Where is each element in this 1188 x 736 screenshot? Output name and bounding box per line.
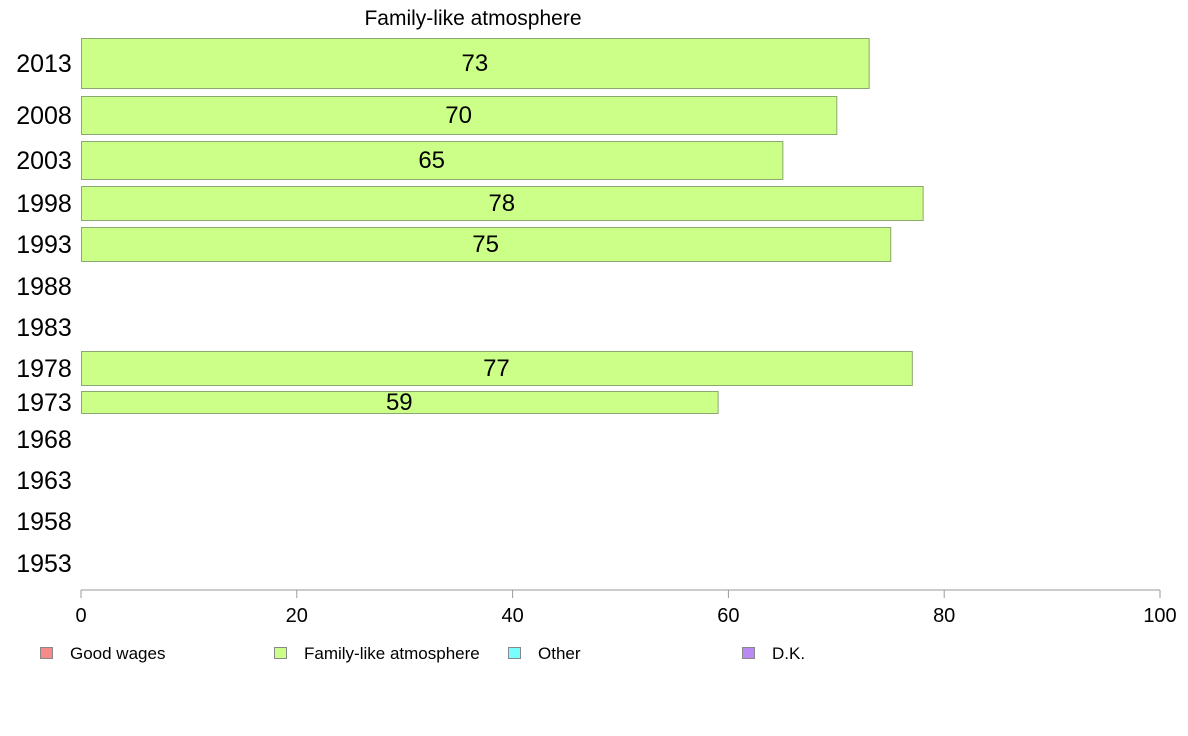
bar-value-label: 73 xyxy=(461,50,488,77)
category-label: 1998 xyxy=(16,190,72,218)
x-tick-label: 20 xyxy=(286,605,308,627)
legend-label: D.K. xyxy=(772,644,805,663)
legend-swatch xyxy=(40,647,53,659)
bar-value-label: 65 xyxy=(418,147,445,174)
category-label: 1988 xyxy=(16,273,72,301)
bar xyxy=(81,141,784,180)
bar xyxy=(81,186,924,221)
category-label: 2008 xyxy=(16,102,72,130)
category-label: 1958 xyxy=(16,508,72,536)
legend-label: Good wages xyxy=(70,644,165,663)
x-tick-label: 0 xyxy=(75,605,86,627)
category-label: 1968 xyxy=(16,426,72,454)
bar xyxy=(81,391,719,414)
bar xyxy=(81,227,892,262)
category-label: 1993 xyxy=(16,231,72,259)
bar-value-label: 70 xyxy=(445,102,472,129)
legend: Good wages Family-like atmosphere Other D.K… xyxy=(40,644,805,663)
bar-value-label: 59 xyxy=(386,389,413,416)
category-label: 2003 xyxy=(16,147,72,175)
legend-swatch xyxy=(274,647,287,659)
x-axis: 0 20 40 60 80 100 xyxy=(75,589,1177,627)
x-tick-label: 80 xyxy=(933,605,955,627)
bar xyxy=(81,96,838,135)
x-tick-label: 100 xyxy=(1143,605,1176,627)
bar-value-label: 77 xyxy=(483,355,510,382)
category-label: 1983 xyxy=(16,314,72,342)
legend-swatch xyxy=(742,647,755,659)
x-tick-label: 60 xyxy=(717,605,739,627)
bar xyxy=(81,351,913,386)
legend-label: Family-like atmosphere xyxy=(304,644,480,663)
category-labels: 2013 2008 2003 1998 1993 1988 1983 1978 1973 1968… xyxy=(16,50,72,578)
category-label: 1953 xyxy=(16,550,72,578)
bar-value-label: 78 xyxy=(488,190,515,217)
bar xyxy=(81,38,870,89)
bar-value-label: 75 xyxy=(472,231,499,258)
category-label: 1978 xyxy=(16,355,72,383)
category-label: 1973 xyxy=(16,389,72,417)
x-tick-label: 40 xyxy=(501,605,523,627)
category-label: 2013 xyxy=(16,50,72,78)
legend-label: Other xyxy=(538,644,581,663)
category-label: 1963 xyxy=(16,467,72,495)
chart-title: Family-like atmosphere xyxy=(364,7,581,30)
legend-swatch xyxy=(508,647,521,659)
